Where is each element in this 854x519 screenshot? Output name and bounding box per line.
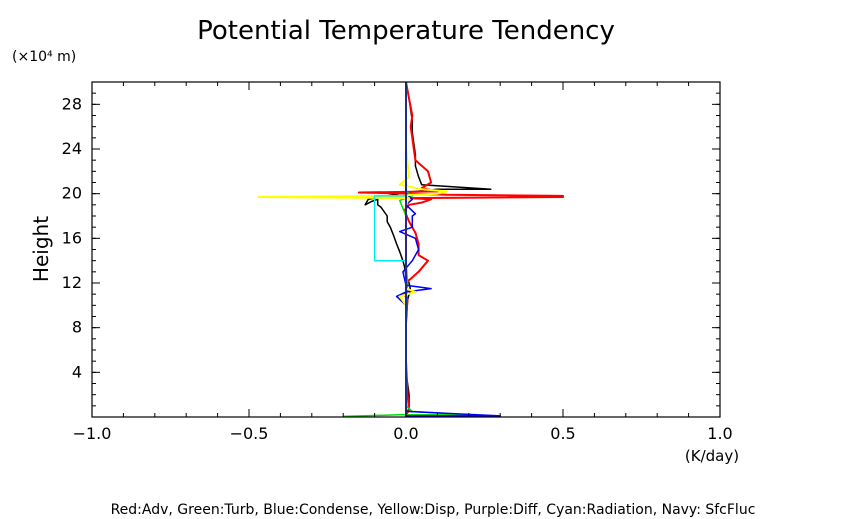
x-tick-label: 0.5	[550, 424, 575, 443]
series-line-total	[364, 81, 492, 416]
series-line-adv	[357, 81, 564, 416]
legend-text: Red:Adv, Green:Turb, Blue:Condense, Yell…	[111, 502, 756, 518]
y-tick-label: 20	[62, 184, 82, 203]
axes-layer: −1.0 −0.5 0.0 0.5 1.0 4 8 12 16 20 24 28	[62, 81, 733, 443]
series-line-radiation	[373, 82, 407, 417]
x-tick-label: −0.5	[230, 424, 269, 443]
series-line-turb	[343, 82, 486, 418]
x-tick-label: −1.0	[73, 424, 112, 443]
x-tick-label: 1.0	[707, 424, 732, 443]
y-tick-label: 28	[62, 94, 82, 113]
x-axis-label: (K/day)	[685, 447, 739, 465]
series-layer	[257, 81, 564, 418]
y-tick-label: 12	[62, 273, 82, 292]
y-tick-label: 24	[62, 139, 82, 158]
x-tick-label: 0.0	[393, 424, 418, 443]
y-tick-label: 16	[62, 228, 82, 247]
y-unit-label: (×10⁴ m)	[12, 49, 76, 65]
y-tick-label: 8	[72, 318, 82, 337]
y-tick-label: 4	[72, 362, 82, 381]
chart-title: Potential Temperature Tendency	[197, 16, 615, 46]
y-axis-label: Height	[29, 216, 53, 282]
